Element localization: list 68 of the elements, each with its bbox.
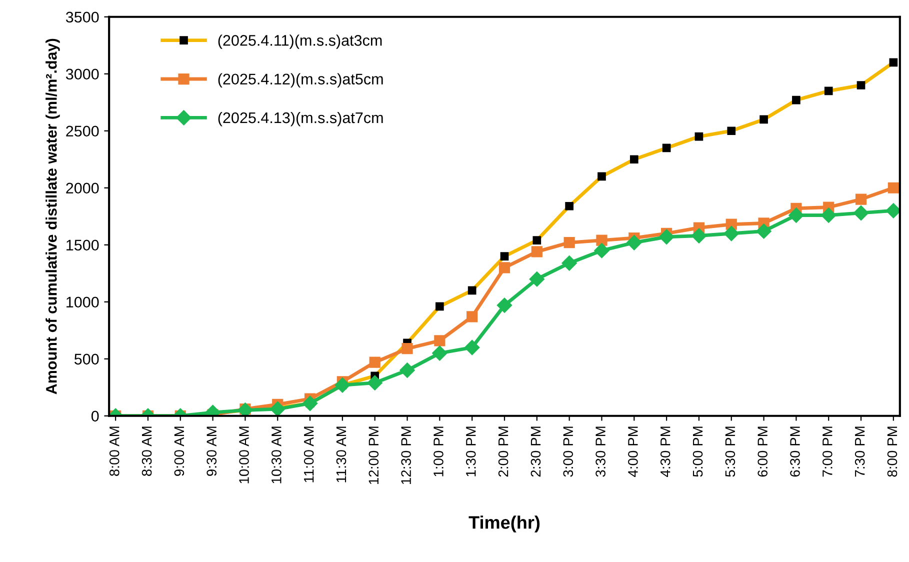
y-tick-label: 500 [74, 354, 99, 365]
point [529, 272, 544, 287]
x-tick-label: 3:00 PM [563, 426, 574, 477]
x-tick-label: 9:00 AM [174, 426, 184, 476]
point [596, 234, 608, 246]
x-tick-label: 12:00 PM [368, 426, 379, 484]
x-tick-label: 12:30 PM [401, 426, 411, 484]
y-tick-label: 3000 [66, 68, 99, 80]
y-axis-title: Amount of cumulative distillate water (ml/m².day) [46, 38, 60, 394]
y-tick-label: 0 [91, 410, 99, 422]
point [691, 228, 707, 244]
x-tick-label: 6:30 PM [790, 426, 800, 477]
point [788, 208, 804, 223]
point [367, 375, 382, 390]
point [562, 256, 577, 271]
point [466, 311, 478, 322]
x-axis-title: Time(hr) [468, 516, 540, 532]
point [531, 246, 542, 258]
x-tick-label: 7:00 PM [822, 426, 832, 477]
legend-label: (2025.4.13)(m.s.s)at7cm [218, 112, 383, 126]
point [626, 235, 642, 250]
point [888, 182, 899, 194]
point [594, 243, 610, 258]
x-tick-label: 5:00 PM [692, 426, 703, 477]
point [658, 229, 674, 244]
x-tick-label: 5:30 PM [725, 426, 736, 477]
point [564, 237, 575, 248]
point [464, 340, 480, 356]
point [270, 401, 286, 416]
x-tick-label: 6:00 PM [758, 426, 768, 477]
point [496, 298, 512, 313]
point [756, 224, 772, 239]
y-tick-label: 1500 [66, 240, 99, 251]
x-tick-label: 2:00 PM [498, 426, 508, 477]
point [302, 396, 318, 411]
point [369, 356, 380, 368]
point [724, 226, 739, 242]
x-tick-label: 11:00 AM [304, 426, 314, 482]
x-tick-label: 4:30 PM [660, 426, 670, 478]
point [855, 194, 867, 205]
x-tick-label: 7:30 PM [854, 426, 865, 477]
x-tick-label: 3:30 PM [596, 426, 606, 477]
point [498, 262, 510, 274]
point [400, 362, 415, 378]
x-tick-label: 2:30 PM [530, 426, 541, 477]
x-tick-label: 1:00 PM [434, 426, 444, 476]
x-tick-label: 4:00 PM [628, 426, 638, 478]
y-tick-label: 1000 [66, 296, 99, 308]
y-tick-label: 2000 [66, 182, 99, 194]
y-tick-label: 2500 [66, 126, 99, 137]
point [886, 203, 900, 218]
x-tick-label: 8:30 AM [142, 426, 152, 476]
x-tick-label: 10:30 AM [272, 426, 282, 484]
legend-label: (2025.4.12)(m.s.s)at5cm [218, 73, 383, 88]
point [821, 208, 836, 223]
legend-label: (2025.4.11)(m.s.s)at3cm [218, 34, 382, 49]
x-tick-label: 10:00 AM [239, 426, 249, 484]
point [334, 378, 350, 393]
point [432, 346, 448, 361]
x-tick-label: 9:30 AM [206, 426, 217, 476]
x-tick-label: 1:30 PM [466, 426, 476, 476]
x-tick-label: 11:30 AM [336, 426, 346, 482]
x-tick-label: 8:00 AM [109, 426, 120, 476]
y-tick-label: 3500 [66, 12, 99, 23]
point [402, 343, 413, 354]
x-tick-label: 8:00 PM [887, 426, 898, 477]
point [853, 205, 869, 221]
point [434, 335, 446, 346]
